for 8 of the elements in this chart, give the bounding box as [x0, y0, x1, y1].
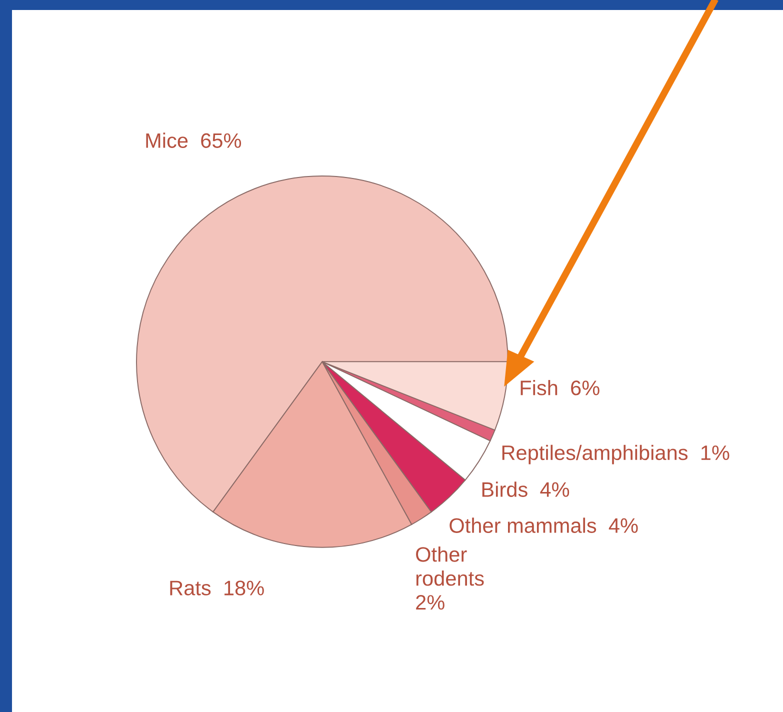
slice-label: Reptiles/amphibians 1% [502, 444, 730, 464]
slice-label: Fish 6% [520, 380, 600, 396]
data-label: 2% [416, 594, 444, 610]
slice-label: Rats 18% [170, 580, 264, 596]
slice-label: Birds 4% [482, 482, 570, 497]
slice-label: Other rodents [416, 546, 484, 586]
slice-label: Other mammals 4% [450, 518, 638, 533]
slice-label: Mice 65% [146, 132, 242, 148]
